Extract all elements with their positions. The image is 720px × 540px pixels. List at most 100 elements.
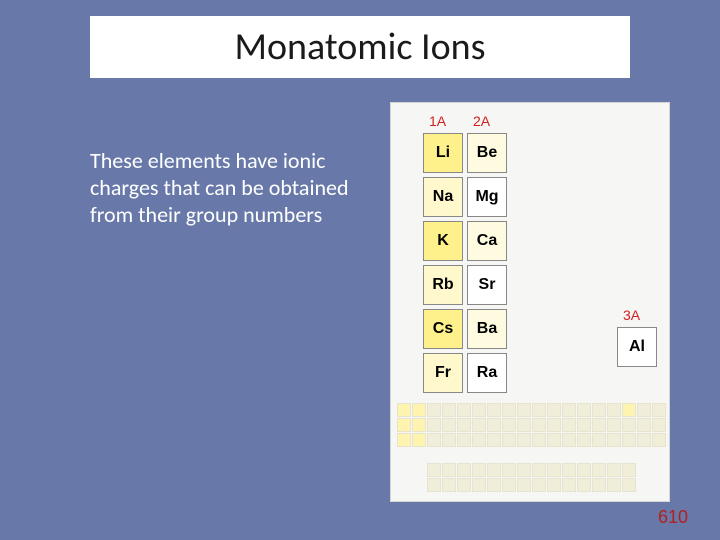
element-na: Na — [423, 177, 463, 217]
mini-cell — [532, 418, 546, 432]
mini-cell — [472, 418, 486, 432]
mini-cell — [622, 463, 636, 477]
mini-cell — [397, 403, 411, 417]
page-number: 610 — [658, 507, 688, 528]
group-label-1a: 1A — [429, 113, 446, 129]
mini-cell — [547, 478, 561, 492]
mini-row — [397, 418, 667, 433]
mini-cell — [547, 403, 561, 417]
mini-cell — [592, 463, 606, 477]
mini-cell — [502, 418, 516, 432]
mini-cell — [427, 463, 441, 477]
mini-cell — [577, 418, 591, 432]
mini-cell — [562, 433, 576, 447]
mini-cell — [442, 478, 456, 492]
mini-cell — [442, 418, 456, 432]
mini-cell — [472, 433, 486, 447]
mini-cell — [487, 433, 501, 447]
mini-cell — [427, 433, 441, 447]
title-container: Monatomic Ions — [90, 16, 630, 78]
element-rb: Rb — [423, 265, 463, 305]
mini-cell — [592, 478, 606, 492]
mini-cell — [592, 403, 606, 417]
element-ca: Ca — [467, 221, 507, 261]
body-text: These elements have ionic charges that c… — [90, 148, 370, 228]
mini-row — [427, 478, 637, 493]
mini-cell — [562, 478, 576, 492]
mini-cell — [427, 403, 441, 417]
mini-cell — [622, 478, 636, 492]
mini-cell — [472, 463, 486, 477]
mini-cell — [502, 433, 516, 447]
mini-cell — [577, 478, 591, 492]
mini-cell — [652, 418, 666, 432]
mini-cell — [607, 403, 621, 417]
mini-cell — [652, 403, 666, 417]
mini-cell — [637, 403, 651, 417]
mini-cell — [577, 463, 591, 477]
mini-cell — [472, 403, 486, 417]
mini-cell — [517, 478, 531, 492]
mini-cell — [412, 418, 426, 432]
mini-cell — [517, 463, 531, 477]
mini-cell — [502, 403, 516, 417]
mini-cell — [427, 418, 441, 432]
mini-cell — [457, 433, 471, 447]
mini-cell — [532, 433, 546, 447]
mini-cell — [607, 418, 621, 432]
mini-cell — [457, 478, 471, 492]
mini-cell — [517, 403, 531, 417]
element-fr: Fr — [423, 353, 463, 393]
page-title: Monatomic Ions — [235, 24, 486, 70]
mini-cell — [607, 463, 621, 477]
mini-cell — [442, 463, 456, 477]
mini-cell — [562, 403, 576, 417]
mini-cell — [562, 463, 576, 477]
mini-cell — [532, 403, 546, 417]
mini-row — [397, 433, 667, 448]
mini-cell — [637, 433, 651, 447]
mini-cell — [442, 403, 456, 417]
mini-cell — [592, 418, 606, 432]
mini-cell — [457, 403, 471, 417]
mini-cell — [622, 433, 636, 447]
mini-cell — [397, 433, 411, 447]
mini-cell — [517, 418, 531, 432]
element-be: Be — [467, 133, 507, 173]
mini-cell — [577, 403, 591, 417]
mini-cell — [487, 418, 501, 432]
mini-cell — [547, 463, 561, 477]
mini-cell — [487, 403, 501, 417]
mini-row — [397, 403, 667, 418]
mini-cell — [457, 418, 471, 432]
element-k: K — [423, 221, 463, 261]
mini-cell — [487, 463, 501, 477]
mini-cell — [427, 478, 441, 492]
group-label-2a: 2A — [473, 113, 490, 129]
element-ra: Ra — [467, 353, 507, 393]
mini-cell — [487, 478, 501, 492]
mini-cell — [637, 418, 651, 432]
mini-cell — [652, 433, 666, 447]
mini-cell — [472, 478, 486, 492]
mini-cell — [622, 403, 636, 417]
periodic-table-excerpt: 1A2A3ALiNaKRbCsFrBeMgCaSrBaRaAl — [390, 102, 670, 502]
mini-cell — [502, 463, 516, 477]
mini-cell — [622, 418, 636, 432]
mini-cell — [607, 478, 621, 492]
mini-cell — [397, 418, 411, 432]
element-sr: Sr — [467, 265, 507, 305]
mini-cell — [457, 463, 471, 477]
mini-cell — [412, 403, 426, 417]
mini-cell — [607, 433, 621, 447]
mini-row — [427, 463, 637, 478]
element-li: Li — [423, 133, 463, 173]
mini-cell — [547, 418, 561, 432]
mini-cell — [592, 433, 606, 447]
mini-cell — [547, 433, 561, 447]
mini-cell — [442, 433, 456, 447]
mini-cell — [517, 433, 531, 447]
element-mg: Mg — [467, 177, 507, 217]
element-ba: Ba — [467, 309, 507, 349]
mini-cell — [502, 478, 516, 492]
